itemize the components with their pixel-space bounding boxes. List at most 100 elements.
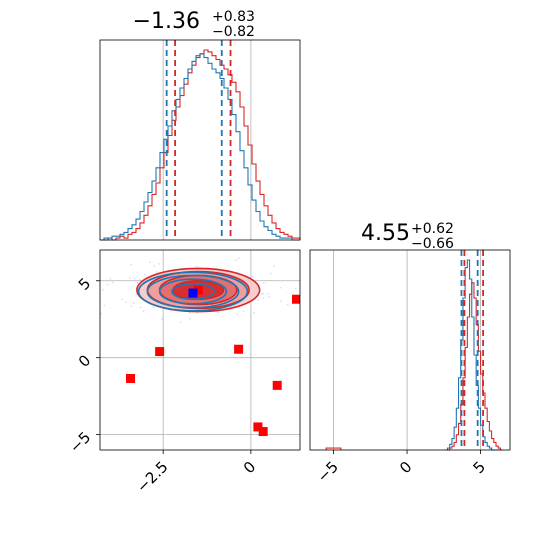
sample-point (242, 310, 245, 313)
grid (162, 40, 252, 240)
sample-point (262, 297, 264, 300)
contour-level (137, 271, 249, 312)
sample-point (125, 301, 127, 303)
title-lower: −0.82 (212, 24, 255, 40)
sample-point (195, 265, 198, 267)
sample-point (121, 298, 123, 301)
sample-point (170, 309, 172, 312)
sample-point (139, 306, 142, 309)
red-outlier-bin (325, 447, 342, 450)
red-marker (291, 294, 300, 304)
sample-point (273, 265, 275, 267)
axes-frame (99, 249, 301, 451)
x-tick-label: −5 (314, 458, 342, 486)
sample-point (286, 303, 289, 306)
blue-histogram (100, 53, 300, 241)
y-tick-label: 5 (75, 274, 94, 293)
sample-point (280, 300, 282, 303)
histograms (100, 49, 301, 241)
sample-point (251, 275, 254, 278)
red-histogram (100, 49, 301, 241)
sample-point (179, 321, 182, 323)
markers (126, 285, 300, 437)
sample-point (207, 267, 209, 269)
sample-point (136, 282, 139, 284)
sample-point (103, 304, 106, 307)
sample-point (82, 305, 84, 307)
x-tick-label: −2.5 (133, 458, 171, 496)
x-tick-label: 0 (396, 458, 415, 477)
sample-point (217, 311, 219, 313)
sample-point (156, 271, 158, 273)
sample-point (196, 312, 198, 314)
sample-point (111, 281, 114, 284)
x-tick-label: 0 (240, 458, 259, 477)
sample-point (268, 295, 270, 298)
title-upper: +0.83 (212, 9, 255, 25)
sample-point (139, 279, 142, 281)
red-histogram (445, 282, 503, 451)
sample-point (261, 292, 263, 295)
sample-point (144, 274, 146, 276)
joint-panel: −2.5 0 5 0 −5 (66, 249, 320, 496)
y-tick-label: −5 (66, 428, 94, 456)
sample-point (142, 310, 145, 312)
sample-point (158, 263, 161, 265)
sample-point (266, 293, 269, 295)
y-tick-labels: 5 0 −5 (66, 274, 100, 457)
sample-point (253, 311, 255, 314)
sample-point (91, 270, 93, 272)
title-value: 4.55 (361, 221, 410, 246)
sample-point (237, 257, 240, 259)
red-marker (258, 427, 268, 437)
sample-point (257, 299, 260, 301)
red-marker (253, 422, 263, 432)
sample-point (102, 288, 104, 291)
sample-point (152, 306, 155, 309)
sample-point (295, 287, 297, 290)
contour-level (158, 278, 228, 305)
contour-level (146, 274, 240, 309)
x-tick-labels: −2.5 0 (133, 450, 259, 496)
sample-point (100, 312, 102, 315)
contour-level (171, 283, 215, 301)
sample-point (236, 313, 239, 315)
title-lower: −0.66 (411, 236, 454, 252)
sample-point (279, 286, 282, 289)
red-marker (272, 380, 282, 390)
y-tick-label: 0 (75, 351, 94, 370)
marginal-panel-param-2: 4.55 +0.62 −0.66 −5 0 5 (309, 221, 511, 486)
blue-histogram (445, 259, 503, 451)
sample-point (188, 318, 191, 320)
sample-point (109, 277, 112, 280)
sample-point (133, 302, 135, 305)
sample-point (189, 312, 191, 314)
axes-frame (309, 249, 511, 451)
sample-point (149, 261, 151, 264)
axes-frame (99, 39, 301, 241)
title-upper: +0.62 (411, 221, 454, 237)
sample-point (235, 259, 237, 261)
sample-point (318, 305, 320, 307)
histograms (325, 259, 503, 451)
sample-point (97, 302, 99, 304)
red-marker (126, 373, 136, 383)
sample-point (270, 272, 272, 275)
sample-point (161, 318, 163, 320)
sample-point (130, 263, 133, 266)
sample-point (134, 277, 136, 280)
red-marker (155, 347, 165, 357)
sample-point (262, 292, 264, 295)
sample-point (263, 282, 265, 284)
sample-point (106, 283, 109, 286)
marginal-panel-param-1: −1.36 +0.83 −0.82 (99, 9, 301, 241)
sample-point (153, 265, 155, 267)
quantile-lines (460, 250, 484, 450)
title-value: −1.36 (133, 9, 200, 34)
x-tick-labels: −5 0 5 (314, 450, 489, 486)
sample-point (129, 276, 131, 279)
grid (333, 250, 481, 450)
quantile-lines (165, 40, 232, 240)
sample-point (135, 293, 138, 296)
